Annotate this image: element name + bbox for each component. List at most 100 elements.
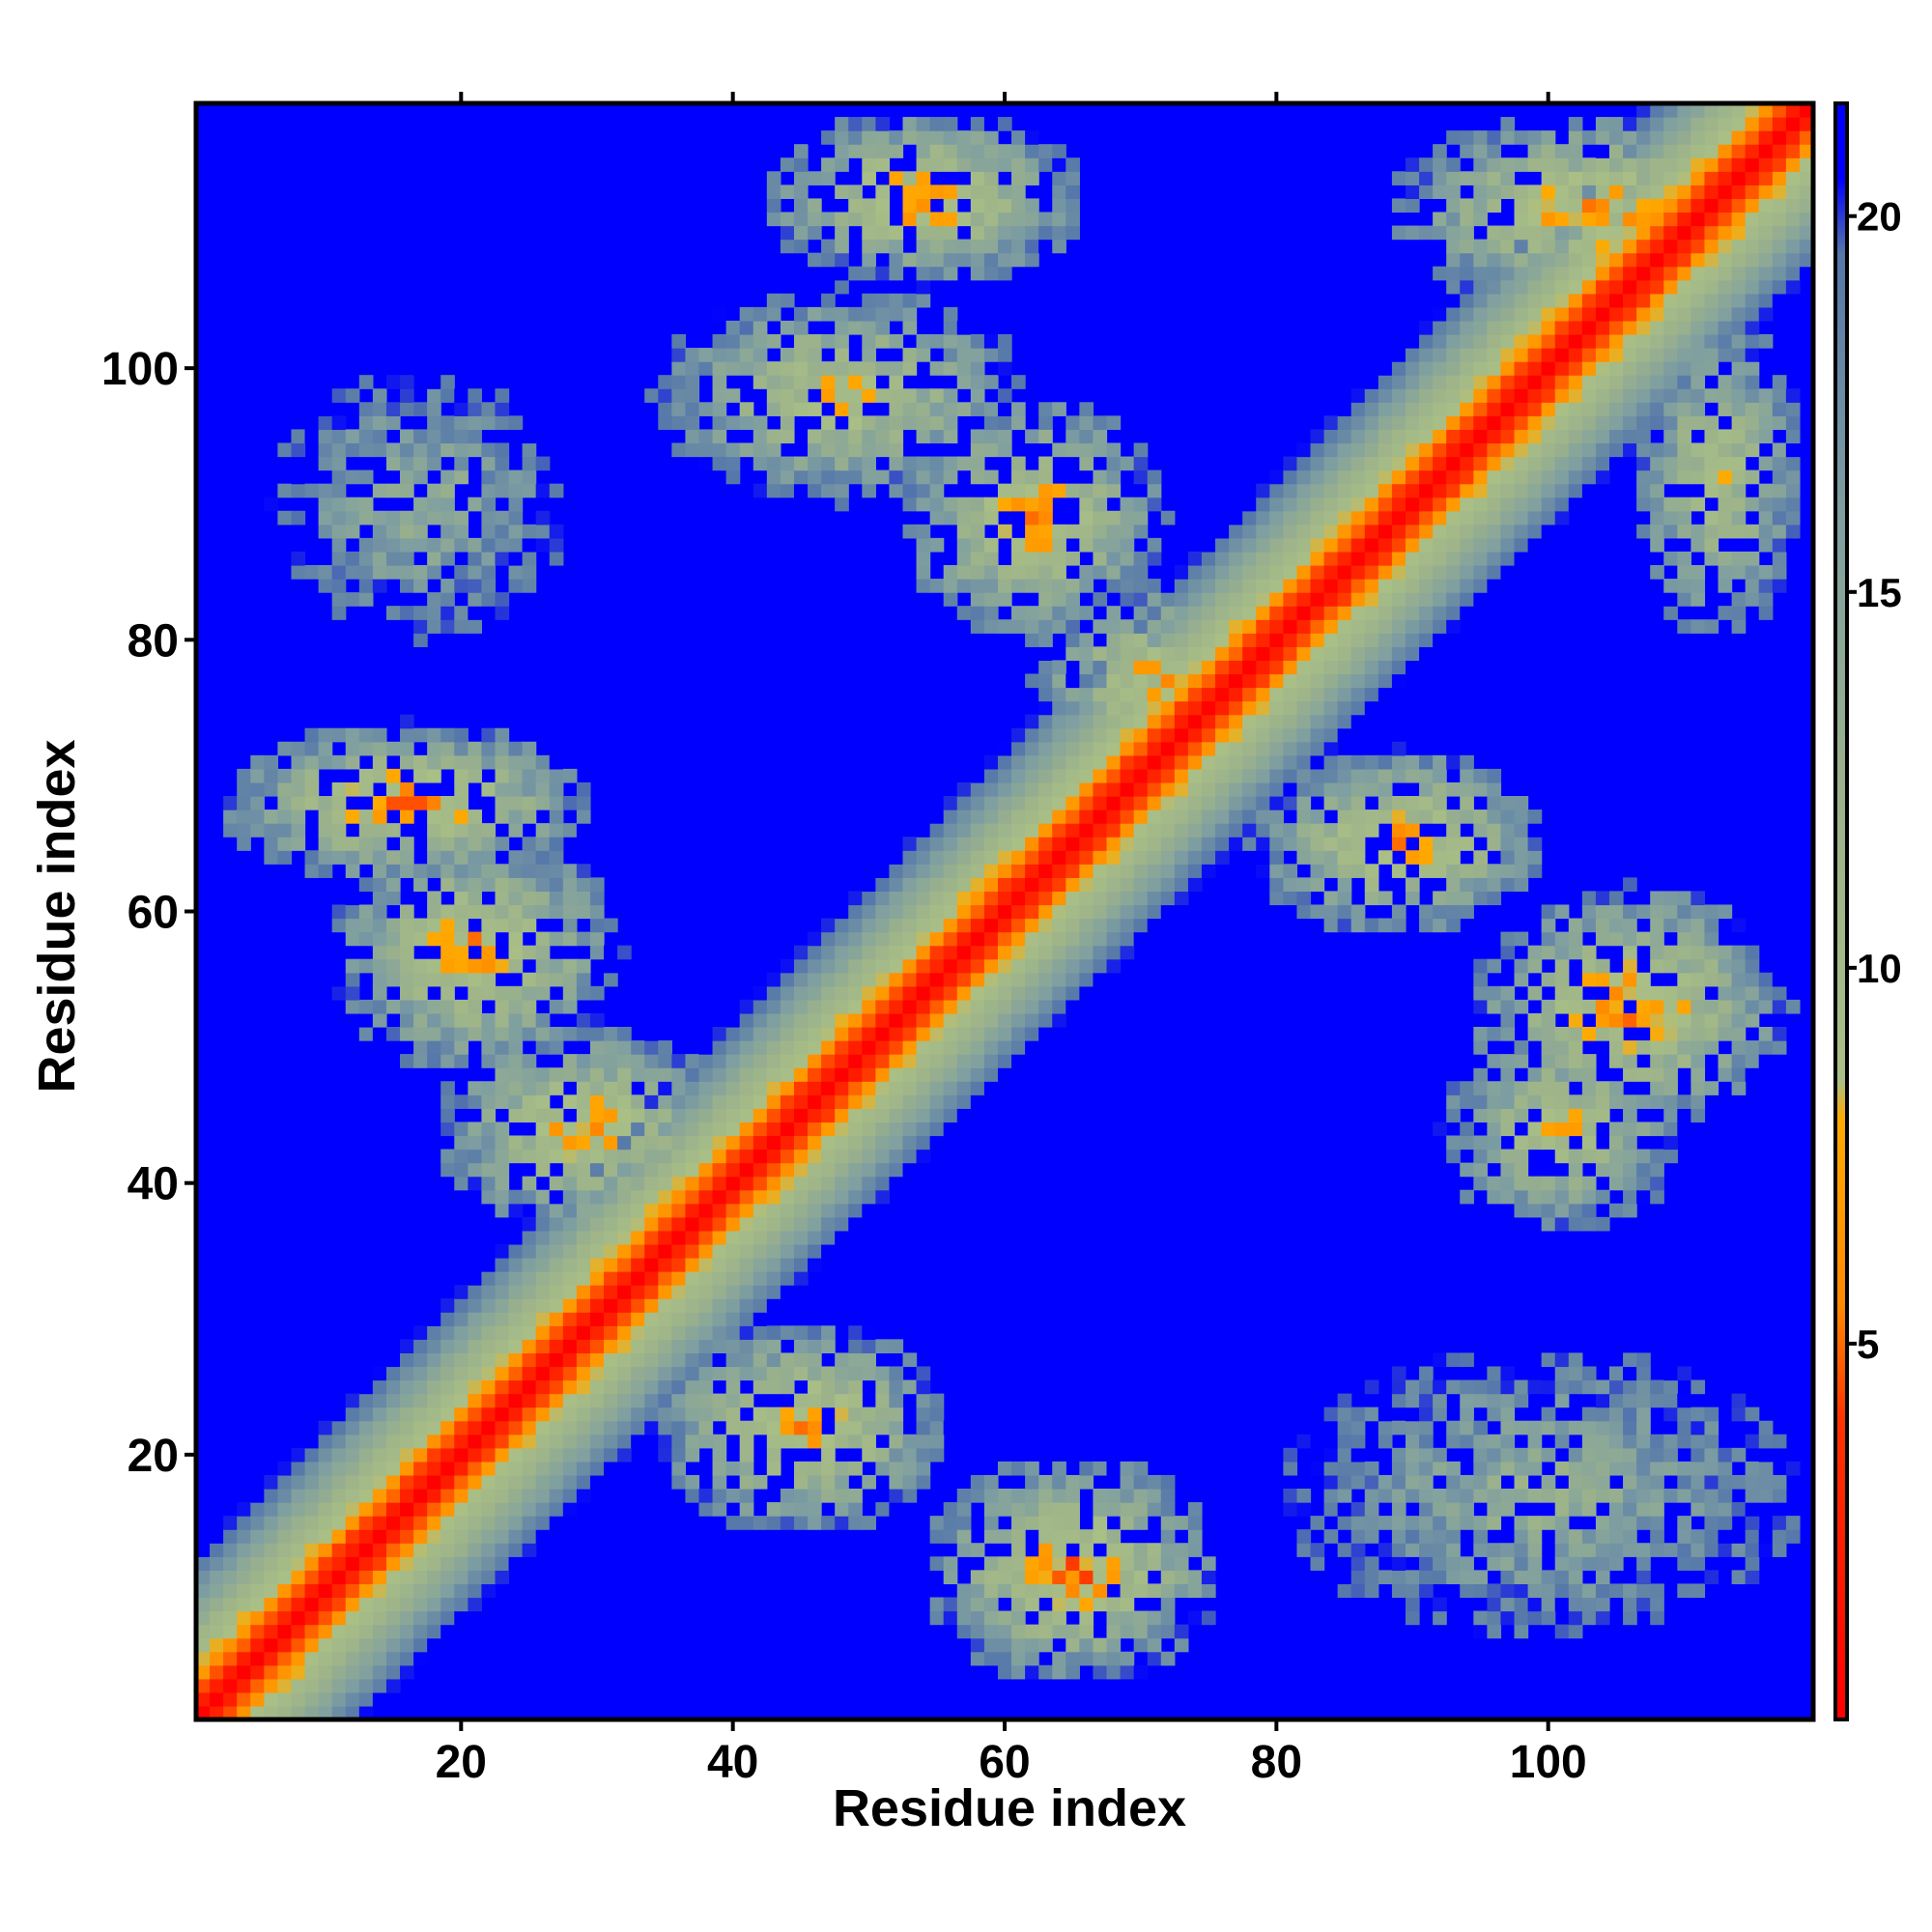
heatmap-cell: [848, 891, 863, 906]
heatmap-cell: [685, 1243, 700, 1259]
heatmap-cell: [576, 958, 591, 974]
heatmap-cell: [1514, 1489, 1529, 1503]
heatmap-cell: [318, 1461, 333, 1476]
heatmap-cell: [1065, 700, 1080, 716]
heatmap-cell: [658, 1122, 672, 1137]
heatmap-cell: [1296, 619, 1312, 634]
heatmap-cell: [835, 958, 849, 974]
heatmap-cell: [1011, 1570, 1026, 1585]
heatmap-cell: [1527, 361, 1543, 376]
heatmap-cell: [400, 931, 414, 947]
heatmap-cell: [331, 1406, 347, 1422]
heatmap-cell: [1473, 1067, 1488, 1082]
heatmap-cell: [1337, 1393, 1352, 1408]
heatmap-cell: [508, 958, 524, 974]
heatmap-cell: [1500, 1012, 1516, 1028]
heatmap-cell: [1147, 1637, 1162, 1653]
heatmap-cell: [1065, 171, 1080, 185]
heatmap-cell: [983, 958, 999, 974]
heatmap-cell: [929, 1556, 945, 1571]
heatmap-cell: [604, 1054, 618, 1068]
heatmap-cell: [385, 1461, 401, 1476]
heatmap-cell: [1419, 415, 1434, 431]
heatmap-cell: [413, 1651, 428, 1666]
heatmap-cell: [1514, 1543, 1529, 1557]
heatmap-cell: [1541, 1040, 1556, 1055]
heatmap-cell: [196, 1543, 211, 1557]
heatmap-cell: [1323, 633, 1339, 647]
heatmap-cell: [1011, 225, 1026, 241]
heatmap-cell: [1201, 781, 1216, 797]
heatmap-cell: [1473, 768, 1488, 783]
heatmap-cell: [997, 415, 1012, 431]
heatmap-cell: [808, 1012, 822, 1028]
heatmap-cell: [576, 1176, 591, 1191]
heatmap-cell: [562, 1393, 578, 1408]
heatmap-cell: [1364, 1529, 1379, 1544]
heatmap-cell: [712, 429, 727, 444]
heatmap-cell: [481, 781, 497, 797]
heatmap-cell: [1419, 442, 1434, 458]
heatmap-cell: [1337, 415, 1352, 431]
heatmap-cell: [862, 225, 876, 241]
heatmap-cell: [1364, 877, 1379, 893]
heatmap-cell: [1160, 877, 1176, 893]
heatmap-cell: [712, 306, 727, 322]
heatmap-cell: [1011, 985, 1026, 1001]
heatmap-cell: [413, 1420, 428, 1435]
heatmap-cell: [780, 225, 795, 241]
heatmap-cell: [468, 1583, 483, 1599]
heatmap-cell: [454, 727, 469, 743]
heatmap-cell: [793, 1529, 809, 1544]
heatmap-cell: [875, 266, 891, 281]
heatmap-cell: [1419, 619, 1434, 634]
heatmap-cell: [1093, 551, 1108, 566]
heatmap-cell: [956, 837, 972, 851]
heatmap-cell: [1215, 633, 1230, 647]
heatmap-cell: [604, 1216, 618, 1232]
heatmap-cell: [1500, 1583, 1516, 1599]
heatmap-cell: [481, 1298, 497, 1313]
heatmap-cell: [753, 985, 768, 1001]
heatmap-cell: [1405, 402, 1420, 416]
heatmap-cell: [631, 1339, 645, 1354]
heatmap-cell: [468, 1447, 483, 1463]
heatmap-cell: [468, 442, 483, 458]
heatmap-cell: [1541, 1583, 1556, 1599]
heatmap-cell: [725, 361, 741, 376]
heatmap-cell: [210, 1529, 224, 1544]
heatmap-cell: [943, 1012, 958, 1028]
heatmap-cell: [1514, 1393, 1529, 1408]
heatmap-cell: [604, 1081, 618, 1095]
heatmap-cell: [1487, 781, 1502, 797]
heatmap-cell: [766, 402, 781, 416]
heatmap-cell: [468, 1176, 483, 1191]
heatmap-cell: [535, 1012, 551, 1028]
heatmap-cell: [223, 1664, 238, 1680]
heatmap-cell: [1065, 225, 1080, 241]
heatmap-cell: [902, 1027, 918, 1041]
heatmap-cell: [1554, 1108, 1570, 1123]
heatmap-cell: [1093, 823, 1108, 838]
heatmap-cell: [400, 606, 414, 620]
heatmap-cell: [549, 768, 564, 783]
heatmap-cell: [508, 1474, 524, 1490]
heatmap-cell: [739, 1258, 754, 1272]
heatmap-cell: [1215, 837, 1230, 851]
heatmap-cell: [1052, 687, 1066, 702]
heatmap-cell: [889, 252, 904, 268]
heatmap-cell: [943, 1570, 958, 1585]
heatmap-cell: [576, 810, 591, 824]
heatmap-cell: [698, 1243, 714, 1259]
heatmap-cell: [522, 1108, 537, 1123]
heatmap-cell: [889, 1081, 904, 1095]
heatmap-cell: [1514, 1570, 1529, 1585]
heatmap-cell: [1065, 212, 1080, 227]
heatmap-cell: [698, 1135, 714, 1151]
heatmap-cell: [848, 958, 863, 974]
heatmap-cell: [427, 823, 441, 838]
heatmap-cell: [1391, 198, 1406, 213]
heatmap-cell: [902, 361, 918, 376]
heatmap-cell: [413, 442, 428, 458]
heatmap-cell: [1147, 904, 1162, 920]
